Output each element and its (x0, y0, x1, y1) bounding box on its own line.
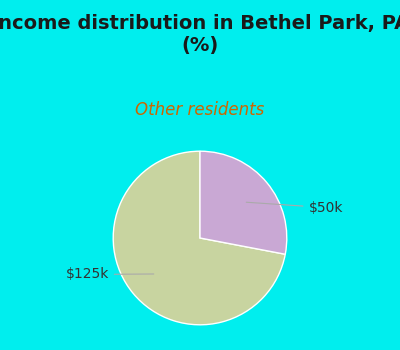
Wedge shape (113, 151, 285, 325)
Text: $125k: $125k (66, 267, 154, 281)
Wedge shape (200, 151, 287, 254)
Text: Income distribution in Bethel Park, PA
(%): Income distribution in Bethel Park, PA (… (0, 14, 400, 55)
Text: $50k: $50k (246, 201, 343, 215)
Text: Other residents: Other residents (135, 101, 265, 119)
